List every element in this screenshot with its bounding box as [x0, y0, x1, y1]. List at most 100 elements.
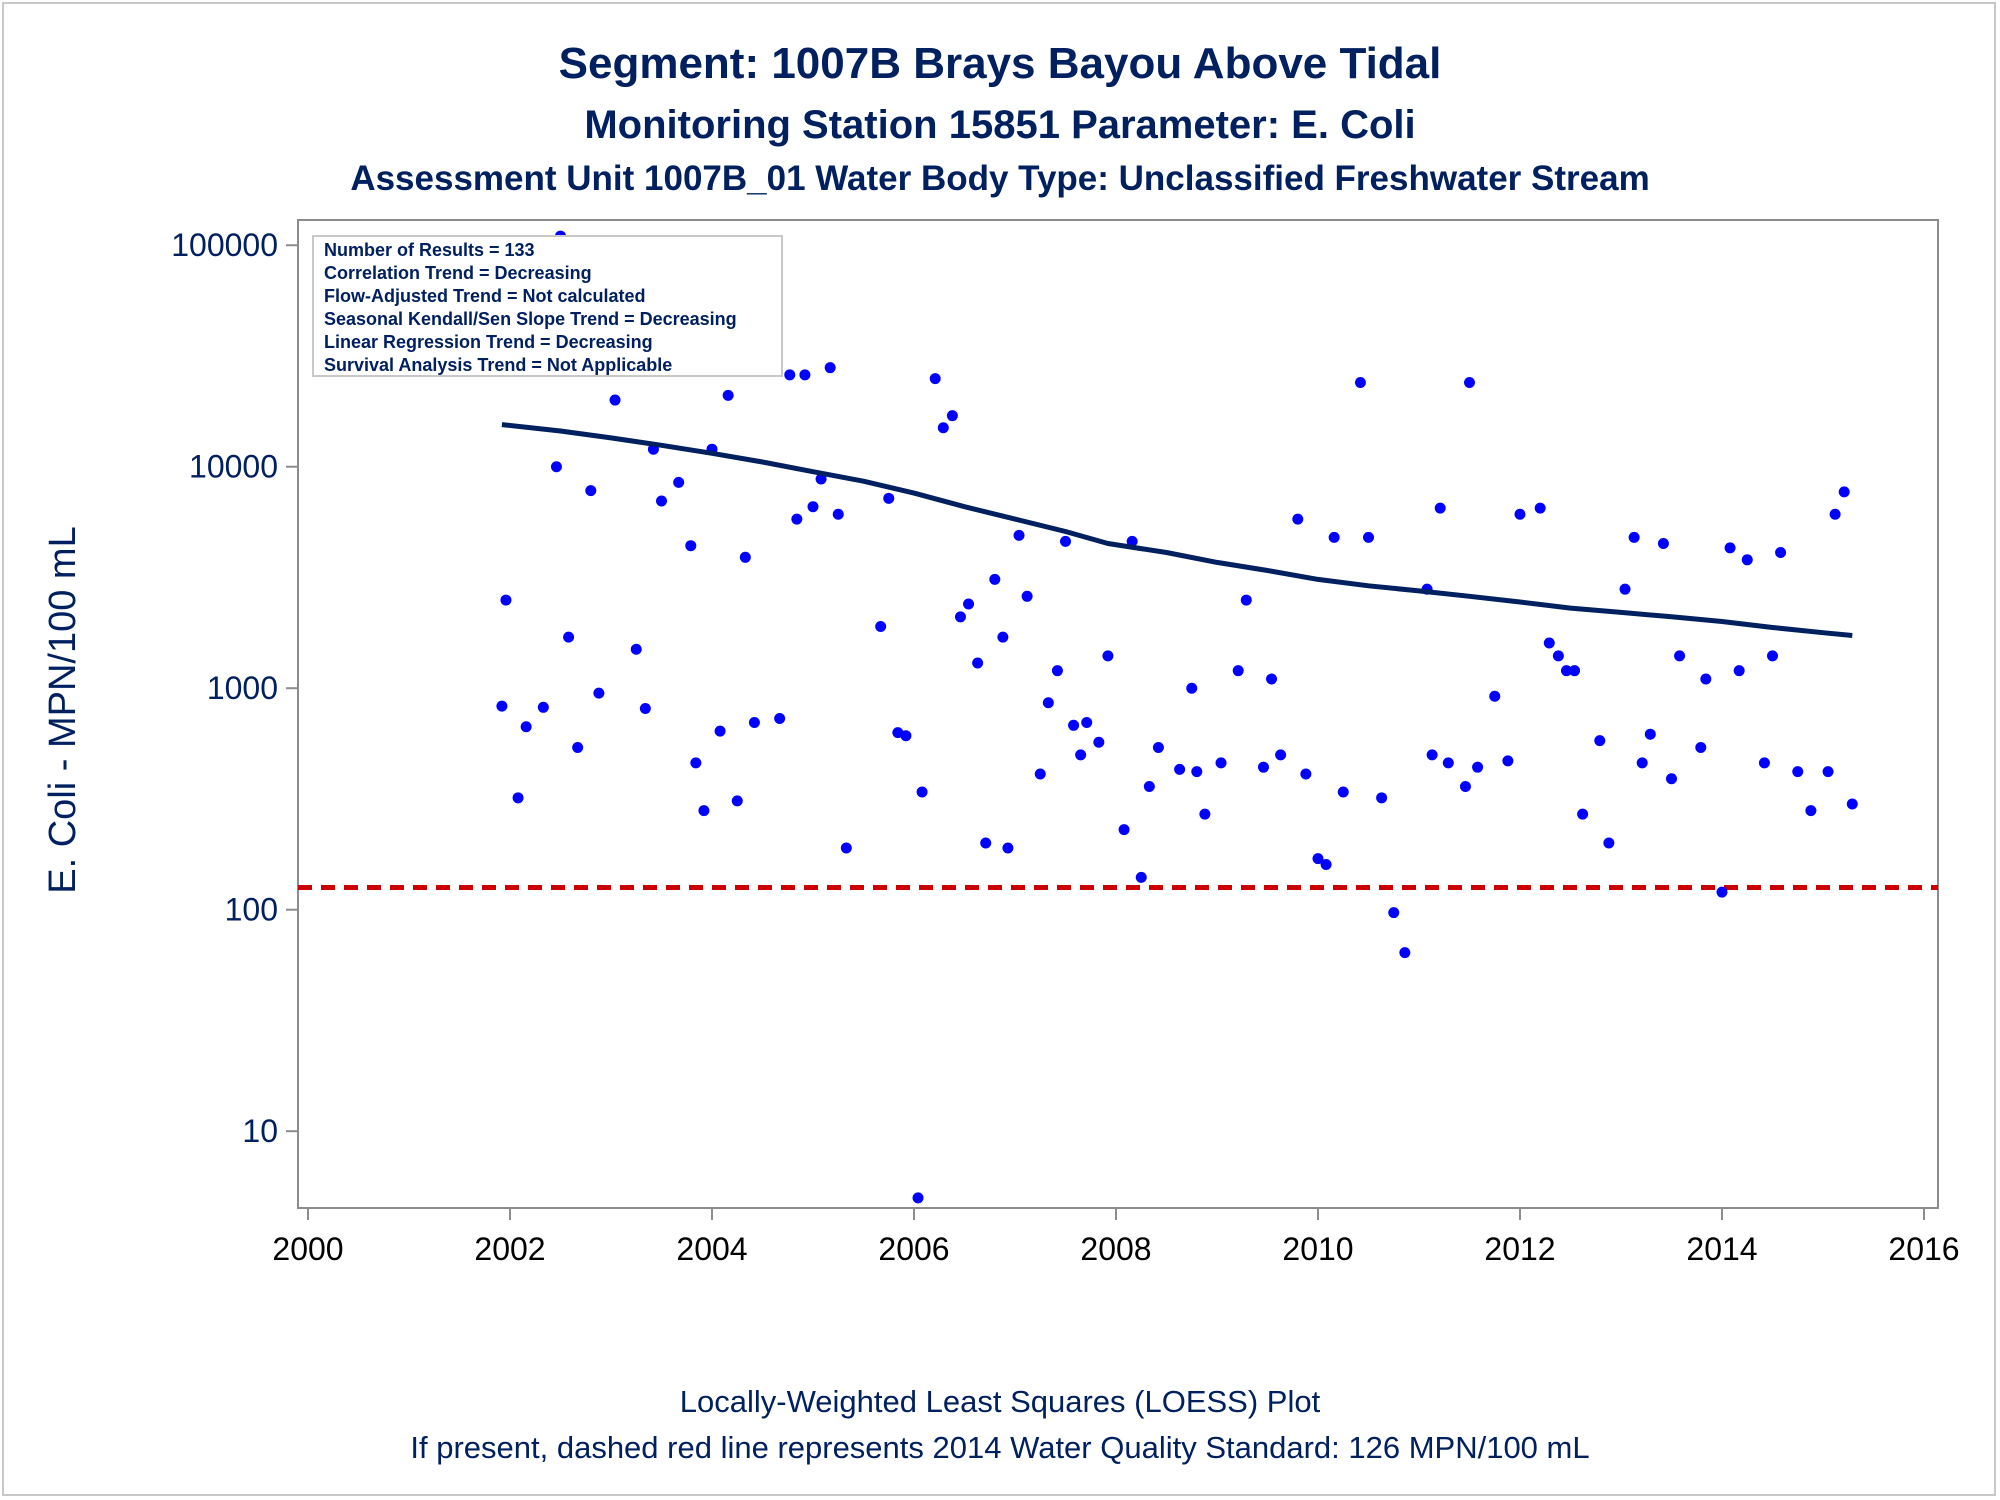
- data-point: [997, 631, 1009, 643]
- data-point: [937, 422, 949, 434]
- data-point: [1636, 757, 1648, 769]
- data-point: [1603, 837, 1615, 849]
- data-point: [537, 701, 549, 713]
- data-point: [1426, 749, 1438, 761]
- data-point: [1594, 735, 1606, 747]
- data-point: [1442, 757, 1454, 769]
- data-point: [1257, 761, 1269, 773]
- x-tick-label: 2016: [1888, 1231, 1959, 1267]
- data-point: [496, 700, 508, 712]
- data-point: [1328, 531, 1340, 543]
- y-tick-label: 100000: [171, 227, 278, 263]
- data-point: [1152, 741, 1164, 753]
- data-point: [1619, 583, 1631, 595]
- data-point: [1042, 697, 1054, 709]
- data-point: [1051, 665, 1063, 677]
- data-point: [1376, 792, 1388, 804]
- data-point: [1399, 947, 1411, 959]
- data-point: [875, 620, 887, 632]
- data-point: [774, 712, 786, 724]
- data-point: [1666, 773, 1677, 785]
- x-tick-label: 2014: [1686, 1231, 1757, 1267]
- footnote-standard: If present, dashed red line represents 2…: [410, 1430, 1589, 1465]
- stat-survival-analysis-trend: Survival Analysis Trend = Not Applicable: [324, 355, 672, 375]
- data-point: [912, 1192, 924, 1204]
- data-point: [500, 594, 512, 606]
- data-point: [1232, 665, 1244, 677]
- data-point: [639, 702, 651, 714]
- data-point: [1075, 749, 1087, 761]
- data-point: [1733, 665, 1745, 677]
- data-point: [1695, 741, 1707, 753]
- data-point: [1792, 766, 1804, 778]
- data-point: [1775, 546, 1787, 558]
- data-point: [1013, 529, 1025, 541]
- data-point: [1240, 594, 1252, 606]
- trend-stats-border: [312, 235, 783, 377]
- data-point: [722, 389, 734, 401]
- loess-line: [501, 422, 1853, 638]
- data-point: [1767, 650, 1778, 662]
- stat-seasonal-kendall-trend: Seasonal Kendall/Sen Slope Trend = Decre…: [324, 309, 737, 329]
- data-point: [1534, 502, 1546, 514]
- data-point: [1657, 538, 1669, 550]
- data-point: [799, 369, 811, 381]
- chart-subtitle-2: Assessment Unit 1007B_01 Water Body Type…: [350, 159, 1649, 198]
- data-point: [1002, 842, 1014, 854]
- data-point: [1459, 780, 1471, 792]
- data-point: [572, 741, 584, 753]
- y-axis-label: E. Coli - MPN/100 mL: [42, 526, 84, 893]
- x-tick-label: 2006: [878, 1231, 949, 1267]
- data-point: [1068, 719, 1080, 731]
- data-point: [1700, 673, 1712, 685]
- data-point: [748, 717, 760, 729]
- data-point: [1081, 717, 1093, 729]
- data-point: [685, 540, 697, 552]
- data-point: [731, 795, 743, 807]
- data-point: [1846, 798, 1858, 810]
- data-point: [1724, 542, 1736, 554]
- data-point: [1292, 513, 1304, 525]
- data-point: [1560, 665, 1572, 677]
- data-point: [593, 687, 605, 699]
- data-point: [1805, 805, 1817, 817]
- chart-subtitle: Monitoring Station 15851 Parameter: E. C…: [584, 103, 1415, 147]
- data-point: [1266, 673, 1278, 685]
- data-point: [1674, 650, 1686, 662]
- data-point: [714, 725, 726, 737]
- data-point: [1434, 502, 1446, 514]
- data-point: [832, 508, 844, 520]
- stat-linear-regression-trend: Linear Regression Trend = Decreasing: [324, 332, 653, 352]
- trend-stats-box: Number of Results = 133 Correlation Tren…: [312, 235, 783, 377]
- data-point: [1191, 766, 1203, 778]
- data-point: [1472, 761, 1484, 773]
- data-point: [1143, 780, 1155, 792]
- plot-area: [297, 219, 1939, 1209]
- data-point: [630, 643, 642, 655]
- data-point: [1543, 637, 1555, 649]
- data-point: [807, 501, 819, 513]
- data-point: [1034, 768, 1046, 780]
- data-point: [739, 551, 751, 563]
- data-point: [1312, 853, 1324, 865]
- data-point: [1320, 858, 1332, 870]
- data-point: [1354, 377, 1366, 389]
- data-point: [1199, 808, 1211, 820]
- data-point: [824, 362, 836, 374]
- data-point: [1464, 377, 1475, 389]
- data-point: [1215, 757, 1227, 769]
- data-point: [698, 805, 710, 817]
- data-point: [972, 657, 984, 669]
- y-tick-label: 100: [225, 892, 278, 928]
- data-point: [1758, 757, 1770, 769]
- data-point: [585, 485, 597, 497]
- data-point: [963, 598, 975, 610]
- data-point: [1118, 824, 1130, 836]
- data-point: [1363, 531, 1374, 543]
- data-point: [1829, 508, 1841, 520]
- data-point: [954, 611, 966, 623]
- data-point: [1552, 650, 1564, 662]
- data-point: [1275, 749, 1287, 761]
